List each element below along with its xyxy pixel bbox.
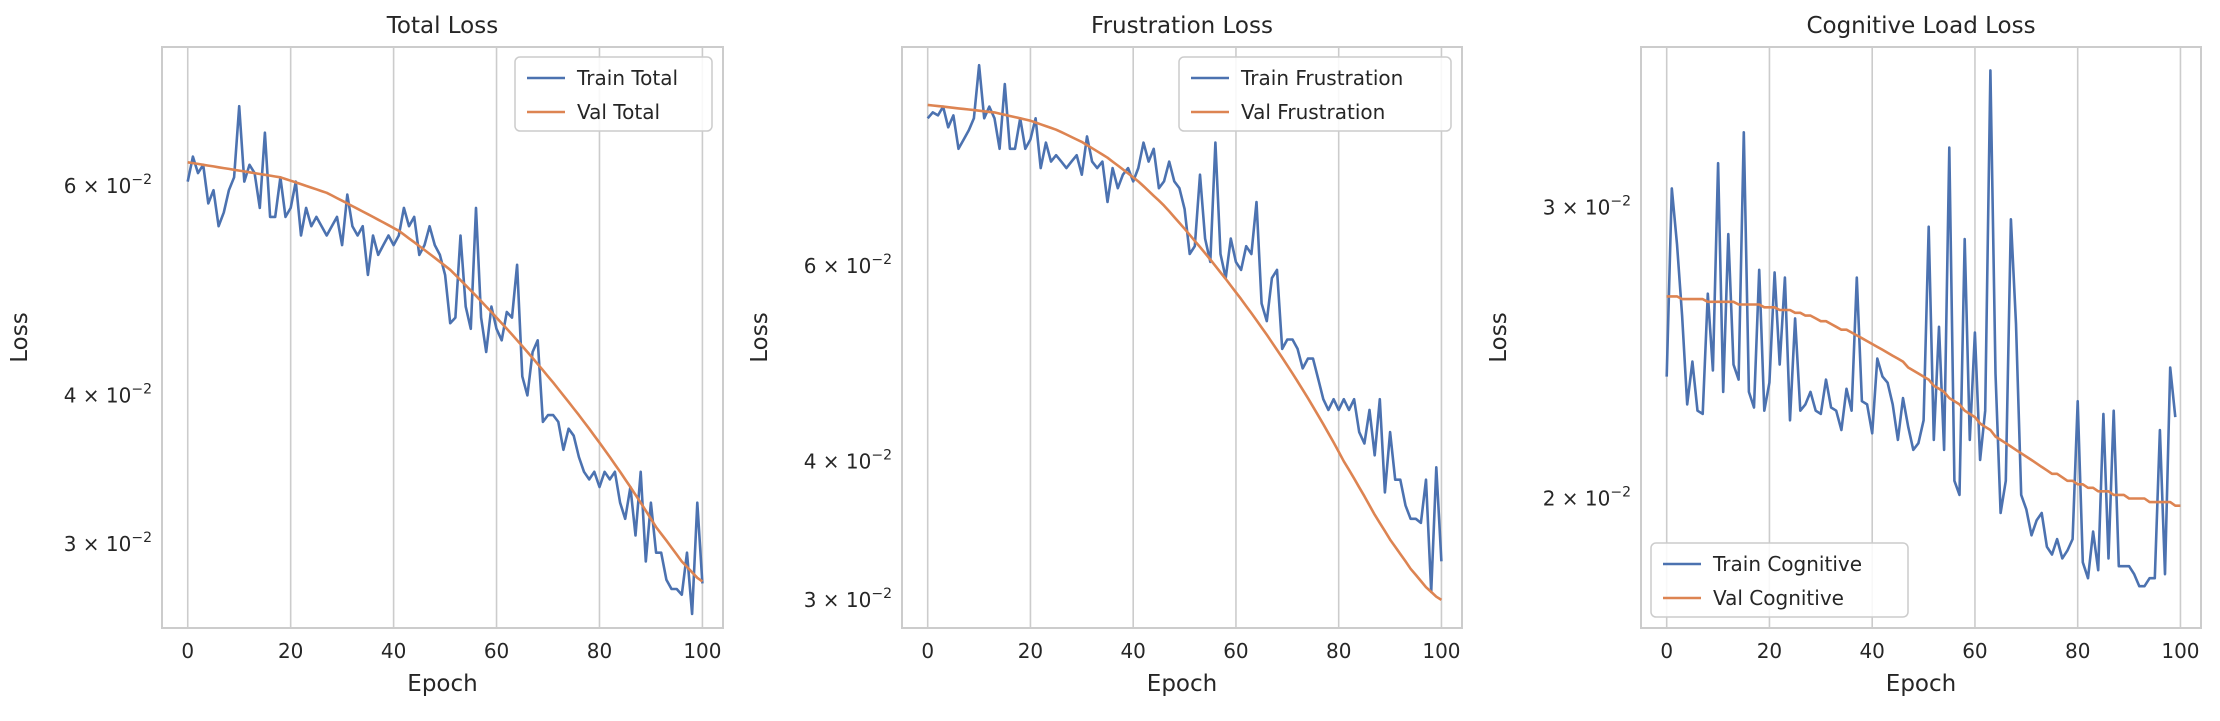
y-axis-label: Loss [7, 312, 33, 362]
x-tick-label: 20 [1757, 639, 1782, 663]
chart-title: Frustration Loss [1091, 13, 1273, 39]
y-tick-label: 6 × 10−2 [64, 172, 152, 198]
series-line-2 [927, 103, 1443, 602]
x-tick-label: 80 [587, 639, 612, 663]
y-tick-label: 3 × 10−2 [64, 530, 152, 556]
x-tick-label: 60 [1223, 639, 1248, 663]
axes-frame [1640, 46, 2202, 629]
panel-2: 0 20 40 60 80 100 6 × 10−2 4 × 10−2 3 × 10−2 Frus… [747, 13, 1463, 697]
axes-frame [161, 46, 724, 629]
legend-entry: Train Cognitive [1712, 552, 1862, 576]
x-tick-label: 20 [278, 639, 303, 663]
x-tick-label: 40 [1120, 639, 1145, 663]
y-tick-label: 4 × 10−2 [64, 381, 152, 407]
x-tick-label: 100 [683, 639, 721, 663]
legend: Train Total Val Total [514, 56, 713, 132]
x-tick-label: 0 [1660, 639, 1673, 663]
y-tick-label: 4 × 10−2 [804, 447, 892, 473]
series-line-2 [187, 161, 704, 583]
chart-title: Cognitive Load Loss [1806, 13, 2035, 39]
legend-entry: Train Total [576, 66, 678, 90]
x-tick-label: 60 [484, 639, 509, 663]
y-tick-label: 6 × 10−2 [804, 252, 892, 278]
x-axis-label: Epoch [1147, 671, 1217, 697]
legend: Train Frustration Val Frustration [1178, 56, 1452, 132]
x-tick-label: 40 [1859, 639, 1884, 663]
series-line-1 [1665, 69, 2177, 588]
legend-entry: Train Frustration [1240, 66, 1403, 90]
legend-entry: Val Frustration [1241, 100, 1385, 124]
y-tick-label: 3 × 10−2 [1543, 193, 1631, 219]
x-tick-label: 100 [1422, 639, 1460, 663]
x-tick-label: 40 [381, 639, 406, 663]
panel-3: 0 20 40 60 80 100 3 × 10−2 2 × 10−2 Cognitive Lo… [1486, 13, 2202, 697]
legend: Train Cognitive Val Cognitive [1650, 542, 1909, 618]
series-line-1 [186, 104, 704, 616]
y-axis-label: Loss [747, 312, 773, 362]
x-tick-label: 20 [1018, 639, 1043, 663]
x-axis-label: Epoch [407, 671, 477, 697]
x-tick-label: 80 [2065, 639, 2090, 663]
panel-1: 0 20 40 60 80 100 6 × 10−2 4 × 10−2 3 × 10−2 Tota… [7, 13, 724, 697]
x-tick-label: 80 [1326, 639, 1351, 663]
legend-box [1178, 56, 1452, 132]
series-line-2 [1666, 295, 2181, 508]
legend-entry: Val Cognitive [1713, 586, 1844, 610]
y-axis-label: Loss [1486, 312, 1512, 362]
legend-box [1650, 542, 1909, 618]
x-tick-label: 0 [181, 639, 194, 663]
series-line-1 [926, 63, 1443, 594]
chart-title: Total Loss [386, 13, 498, 39]
y-tick-label: 3 × 10−2 [804, 586, 892, 612]
axes-frame [901, 46, 1463, 629]
x-axis-label: Epoch [1886, 671, 1956, 697]
x-tick-label: 100 [2161, 639, 2199, 663]
legend-entry: Val Total [577, 100, 660, 124]
y-tick-label: 2 × 10−2 [1543, 484, 1631, 510]
x-tick-label: 60 [1962, 639, 1987, 663]
x-tick-label: 0 [921, 639, 934, 663]
